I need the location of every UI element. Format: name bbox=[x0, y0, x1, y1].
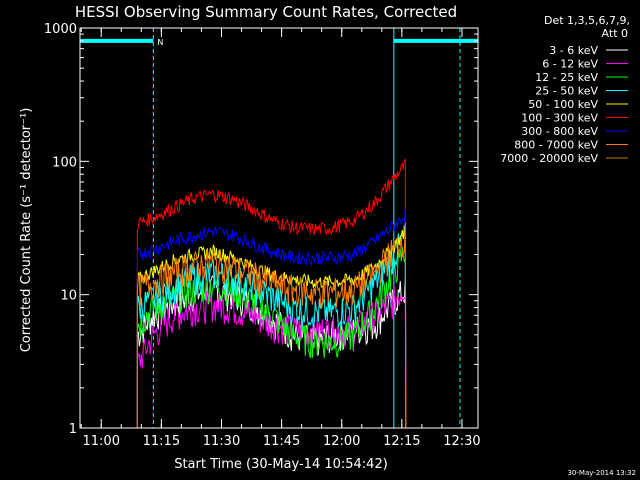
series-line bbox=[136, 208, 407, 429]
series-line bbox=[136, 285, 407, 429]
legend-label: 50 - 100 keV bbox=[528, 98, 598, 111]
legend-label: 25 - 50 keV bbox=[535, 85, 598, 98]
flag-label: N bbox=[157, 38, 163, 47]
x-tick-label: 11:00 bbox=[83, 434, 120, 449]
y-tick-label: 1000 bbox=[44, 22, 77, 37]
x-tick-label: 11:45 bbox=[263, 434, 300, 449]
series-line bbox=[136, 222, 407, 429]
legend-label: 7000 - 20000 keV bbox=[500, 152, 598, 165]
timestamp: 30-May-2014 13:32 bbox=[567, 469, 636, 477]
legend-label: 3 - 6 keV bbox=[549, 44, 598, 57]
y-tick-label: 100 bbox=[52, 155, 77, 170]
plot-frame bbox=[79, 27, 479, 429]
y-tick-label: 10 bbox=[60, 289, 77, 304]
series-line bbox=[136, 158, 407, 429]
x-tick-label: 12:15 bbox=[383, 434, 420, 449]
series-group bbox=[136, 158, 407, 429]
legend-label: 100 - 300 keV bbox=[521, 112, 598, 125]
plot-axes: 1 10 100 1000 11:00 11:15 11:30 11:45 12:00 12:15… bbox=[44, 22, 481, 449]
series-line bbox=[136, 227, 407, 429]
legend-label: 800 - 7000 keV bbox=[514, 139, 598, 152]
x-tick-label: 11:30 bbox=[203, 434, 240, 449]
x-tick-label: 11:15 bbox=[143, 434, 180, 449]
legend-header-line-1: Det 1,3,5,6,7,9, bbox=[544, 14, 630, 27]
x-tick-label: 12:30 bbox=[443, 434, 480, 449]
legend-label: 300 - 800 keV bbox=[521, 125, 598, 138]
series-line bbox=[136, 246, 407, 429]
legend-label: 12 - 25 keV bbox=[535, 71, 598, 84]
x-axis-label: Start Time (30-May-14 10:54:42) bbox=[174, 457, 388, 472]
x-tick-label: 12:00 bbox=[323, 434, 360, 449]
y-axis-label: Corrected Count Rate (s⁻¹ detector⁻¹) bbox=[19, 108, 34, 353]
legend-header-line-2: Att 0 bbox=[602, 27, 628, 40]
chart-title: HESSI Observing Summary Count Rates, Cor… bbox=[75, 3, 457, 21]
y-tick-label: 1 bbox=[69, 422, 77, 437]
legend-label: 6 - 12 keV bbox=[542, 58, 598, 71]
